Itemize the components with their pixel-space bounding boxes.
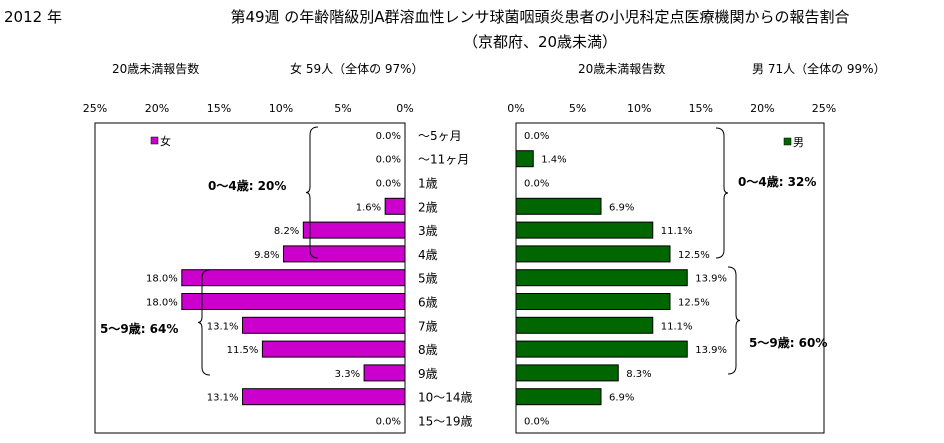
male-value-label: 0.0%: [524, 417, 549, 428]
female-bar: [242, 316, 406, 334]
male-bar: [515, 316, 654, 334]
year-label: 2012 年: [4, 8, 62, 26]
male-5-9-summary: 5～9歳: 60%: [749, 335, 827, 350]
age-category-label: 7歳: [418, 319, 438, 333]
age-category-label: 5歳: [418, 272, 438, 286]
male-legend-swatch: [783, 137, 792, 146]
age-category-label: 1歳: [418, 177, 438, 191]
female-value-label: 8.2%: [274, 226, 299, 237]
age-category-label: ～5ヶ月: [418, 129, 462, 143]
female-x-tick-label: 5%: [334, 102, 351, 115]
male-value-label: 6.9%: [609, 393, 634, 404]
male-caption: 20歳未満報告数: [578, 62, 666, 76]
age-category-label: 4歳: [418, 248, 438, 262]
male-bar: [515, 269, 688, 287]
female-value-label: 0.0%: [376, 131, 401, 142]
male-legend-label: 男: [793, 136, 804, 149]
male-x-tick-label: 20%: [750, 102, 774, 115]
female-x-tick-label: 10%: [269, 102, 293, 115]
male-x-tick-label: 25%: [812, 102, 836, 115]
age-category-label: 10～14歳: [418, 391, 473, 405]
male-value-label: 1.4%: [541, 155, 566, 166]
male-bar: [515, 293, 671, 310]
female-x-tick-label: 15%: [207, 102, 231, 115]
age-category-label: 8歳: [418, 343, 438, 357]
female-legend-label: 女: [160, 134, 171, 148]
female-5-9-brace: [197, 269, 211, 376]
female-bar: [242, 388, 406, 406]
female-value-label: 13.1%: [207, 393, 239, 404]
age-category-label: 3歳: [418, 224, 438, 238]
female-value-label: 0.0%: [376, 417, 401, 428]
male-bar: [515, 245, 671, 263]
male-bar: [515, 150, 534, 168]
age-category-label: ～11ヶ月: [418, 153, 469, 167]
male-x-tick-label: 5%: [569, 102, 586, 115]
male-bar: [515, 364, 619, 382]
female-x-tick-label: 0%: [396, 102, 413, 115]
female-summary: 女 59人（全体の 97%）: [290, 62, 424, 76]
male-value-label: 6.9%: [609, 202, 634, 213]
female-bar: [363, 364, 406, 382]
age-category-label: 6歳: [418, 296, 438, 310]
female-value-label: 9.8%: [254, 250, 279, 261]
male-bar: [515, 388, 602, 406]
male-value-label: 11.1%: [661, 226, 693, 237]
female-caption: 20歳未満報告数: [112, 62, 200, 76]
male-x-tick-label: 0%: [507, 102, 524, 115]
male-value-label: 0.0%: [524, 131, 549, 142]
chart-subtitle: （京都府、20歳未満）: [462, 33, 618, 51]
female-bar: [181, 293, 406, 310]
male-value-label: 13.9%: [695, 274, 727, 285]
male-value-label: 13.9%: [695, 345, 727, 356]
female-0-4-brace: [305, 126, 319, 259]
age-category-label: 9歳: [418, 367, 438, 381]
male-0-4-summary: 0～4歳: 32%: [738, 174, 816, 189]
male-0-4-brace: [715, 127, 729, 259]
female-value-label: 18.0%: [146, 298, 178, 309]
male-value-label: 12.5%: [678, 298, 710, 309]
male-value-label: 0.0%: [524, 179, 549, 190]
female-value-label: 0.0%: [376, 155, 401, 166]
female-0-4-summary: 0～4歳: 20%: [208, 178, 286, 193]
female-value-label: 11.5%: [227, 345, 259, 356]
female-legend-swatch: [150, 136, 159, 145]
female-value-label: 13.1%: [207, 321, 239, 332]
female-value-label: 0.0%: [376, 179, 401, 190]
female-bar: [384, 197, 406, 215]
female-value-label: 3.3%: [335, 369, 360, 380]
male-x-tick-label: 15%: [689, 102, 713, 115]
male-bar: [515, 197, 602, 215]
female-x-tick-label: 20%: [145, 102, 169, 115]
male-value-label: 12.5%: [678, 250, 710, 261]
male-value-label: 11.1%: [661, 321, 693, 332]
male-x-tick-label: 10%: [627, 102, 651, 115]
male-value-label: 8.3%: [626, 369, 651, 380]
male-5-9-brace: [727, 266, 741, 375]
male-bar: [515, 221, 654, 239]
male-bar: [515, 340, 688, 358]
age-category-label: 15～19歳: [418, 415, 473, 429]
female-bar: [181, 269, 406, 287]
male-summary: 男 71人（全体の 99%）: [752, 62, 886, 76]
age-category-label: 2歳: [418, 200, 438, 214]
female-value-label: 1.6%: [356, 202, 381, 213]
chart-title: 第49週 の年齢階級別A群溶血性レンサ球菌咽頭炎患者の小児科定点医療機関からの報…: [230, 8, 850, 26]
female-x-tick-label: 25%: [83, 102, 107, 115]
female-value-label: 18.0%: [146, 274, 178, 285]
female-bar: [302, 221, 406, 239]
female-bar: [261, 340, 406, 358]
female-bar: [282, 245, 406, 263]
female-5-9-summary: 5～9歳: 64%: [100, 321, 178, 336]
